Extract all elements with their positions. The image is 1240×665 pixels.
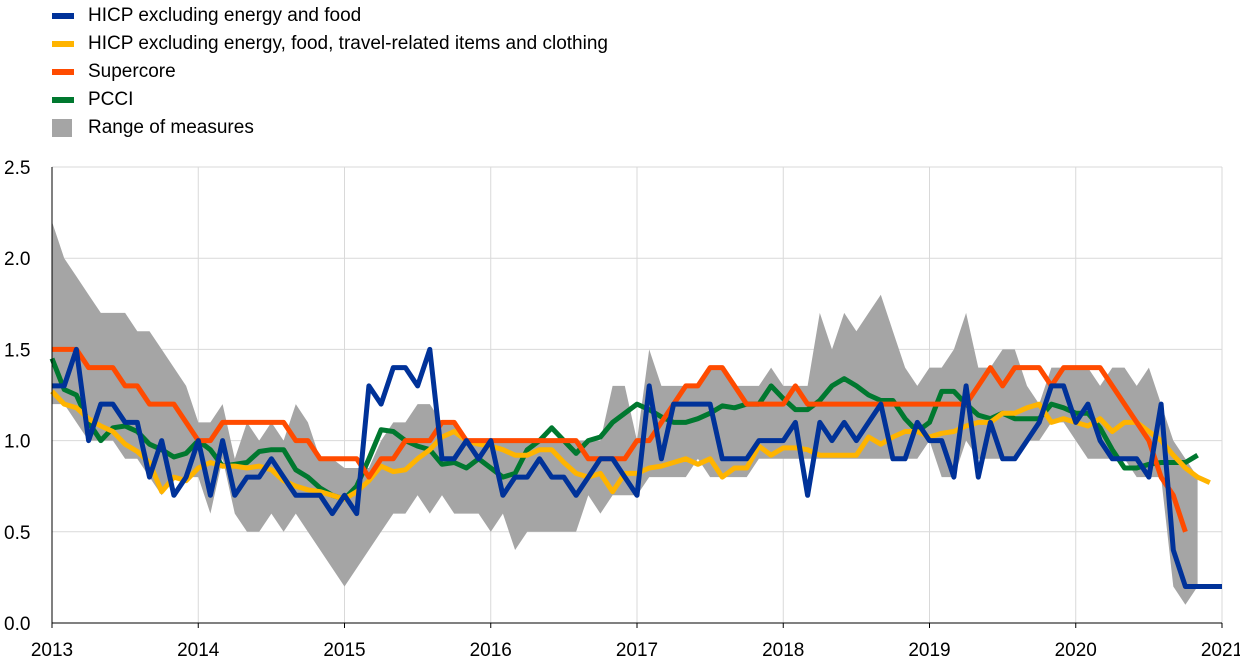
- legend-item-supercore: Supercore: [52, 58, 608, 86]
- series-line-supercore: [52, 346, 1188, 533]
- legend-label: HICP excluding energy, food, travel-rela…: [88, 33, 608, 54]
- y-tick-label: 1.0: [4, 432, 30, 453]
- legend-label: Range of measures: [88, 117, 254, 138]
- legend-item-range: Range of measures: [52, 114, 608, 142]
- x-tick-label: 2017: [616, 640, 658, 661]
- legend-item-pcci: PCCI: [52, 86, 608, 114]
- x-tick-label: 2020: [1055, 640, 1097, 661]
- y-tick-label: 0.5: [4, 523, 30, 544]
- x-tick-label: 2015: [323, 640, 365, 661]
- series-line-hicp-ex-travel-clothing: [50, 389, 1211, 502]
- y-tick-label: 1.5: [4, 340, 30, 361]
- legend-swatch: [52, 119, 72, 137]
- x-tick-label: 2021: [1201, 640, 1240, 661]
- series-line-hicp-ex-energy-food: [52, 346, 1222, 589]
- legend-label: Supercore: [88, 61, 176, 82]
- y-tick-label: 2.5: [4, 158, 30, 179]
- x-tick-label: 2013: [31, 640, 73, 661]
- legend-swatch: [52, 13, 74, 19]
- legend-swatch: [52, 41, 74, 47]
- y-tick-label: 2.0: [4, 249, 30, 270]
- legend-label: PCCI: [88, 89, 134, 110]
- legend-swatch: [52, 69, 74, 75]
- legend-item-hicp-ex-travel-clothing: HICP excluding energy, food, travel-rela…: [52, 30, 608, 58]
- chart-legend: HICP excluding energy and food HICP excl…: [52, 2, 608, 142]
- legend-swatch: [52, 97, 74, 103]
- x-tick-label: 2018: [762, 640, 804, 661]
- series-lines: [49, 346, 1222, 589]
- legend-label: HICP excluding energy and food: [88, 5, 362, 26]
- axes: 0.0 0.5 1.0 1.5 2.0 2.5 2013 2014 2015 2016 2017 20…: [4, 158, 1240, 661]
- y-tick-label: 0.0: [4, 614, 30, 635]
- legend-item-hicp-ex-energy-food: HICP excluding energy and food: [52, 2, 608, 30]
- x-tick-label: 2016: [470, 640, 512, 661]
- x-tick-label: 2014: [177, 640, 220, 661]
- x-tick-label: 2019: [908, 640, 950, 661]
